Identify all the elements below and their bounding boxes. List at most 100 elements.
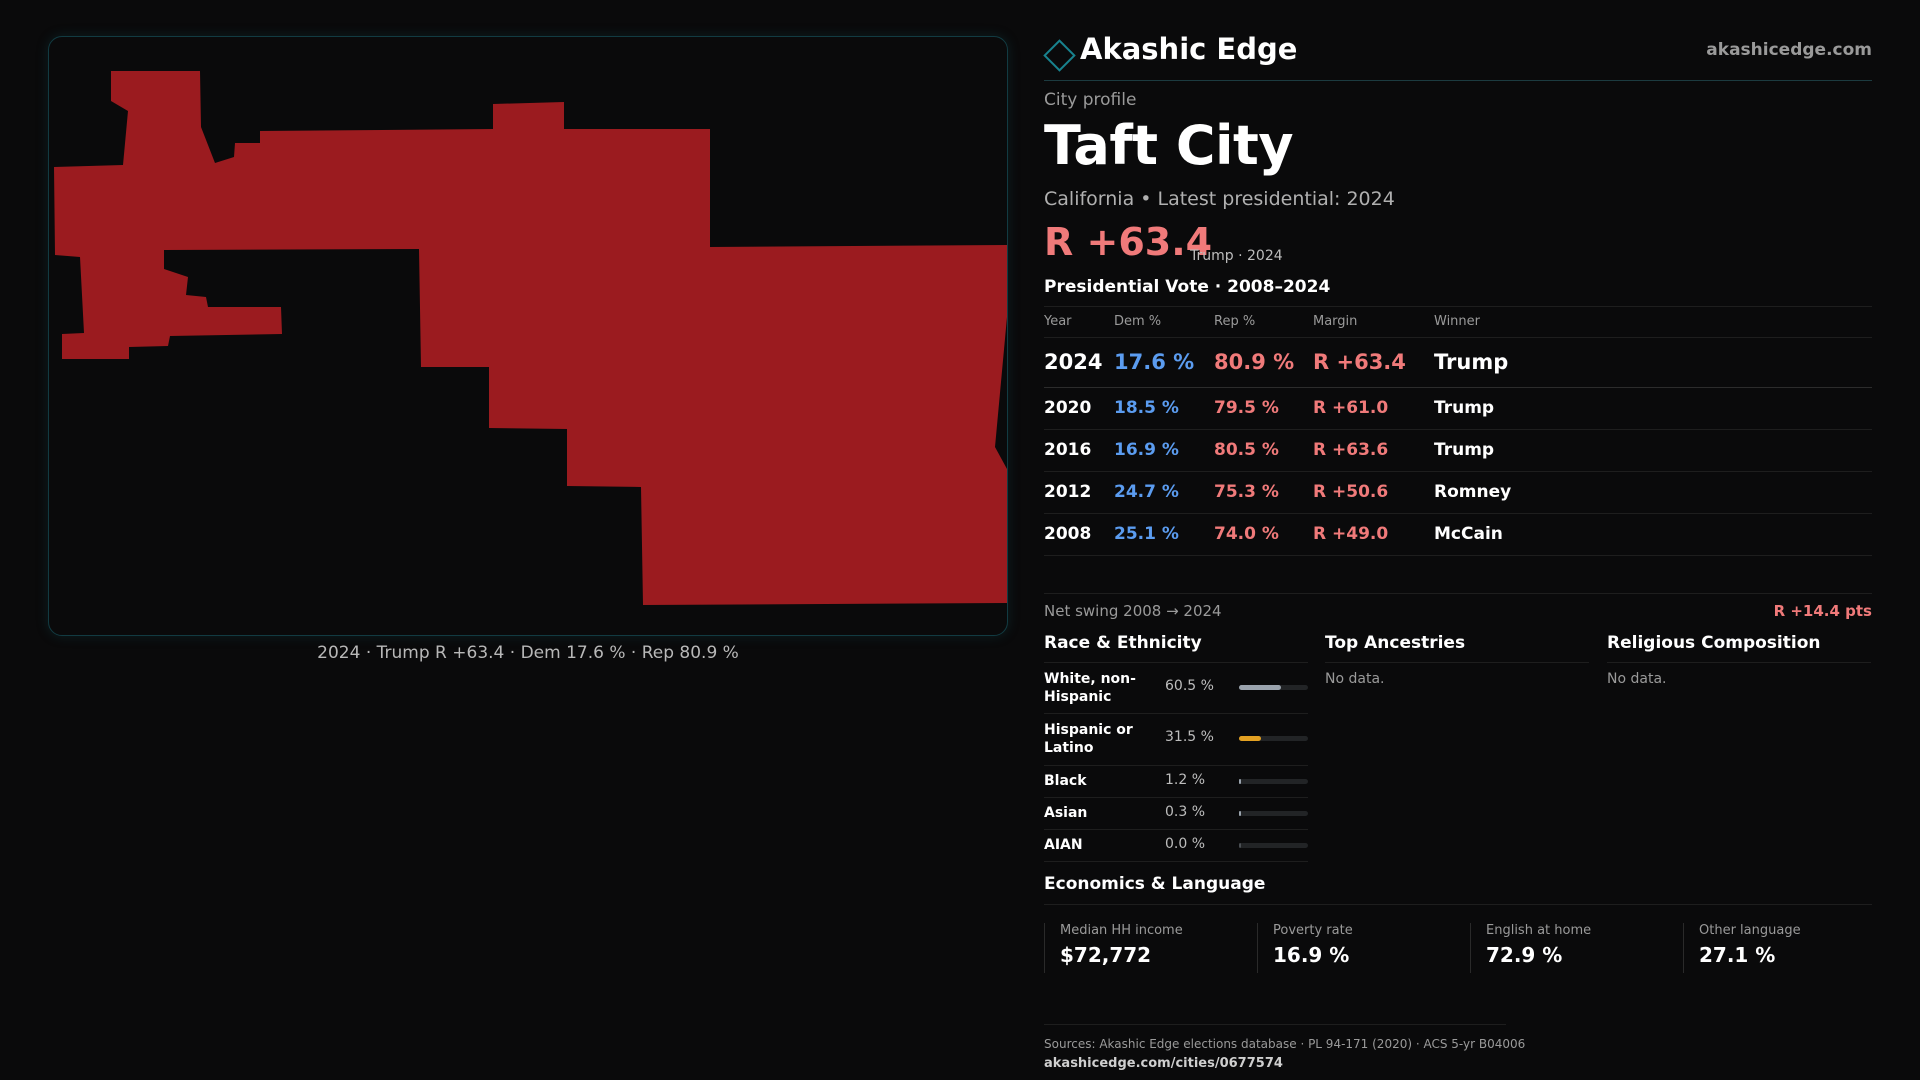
race-row: Black 1.2 % [1044,766,1308,798]
vote-margin: R +63.4 [1313,350,1406,374]
race-row: AIAN 0.0 % [1044,830,1308,862]
brand-header: Akashic Edge akashicedge.com [1043,30,1872,81]
table-row: 2012 24.7 % 75.3 % R +50.6 Romney [1044,472,1872,514]
religion-empty: No data. [1607,671,1667,687]
race-label: Hispanic or Latino [1044,722,1133,756]
race-ethnicity-title: Race & Ethnicity [1044,630,1308,663]
econ-label: Median HH income [1060,923,1183,938]
vote-table: Year Dem % Rep % Margin Winner 2024 17.6… [1044,306,1872,556]
vote-dem-pct: 17.6 % [1114,350,1195,374]
race-row: White, non-Hispanic 60.5 % [1044,663,1308,714]
table-row: 2008 25.1 % 74.0 % R +49.0 McCain [1044,514,1872,556]
race-bar-fill [1239,843,1242,848]
brand-name: Akashic Edge [1080,32,1298,66]
net-swing-label: Net swing 2008 → 2024 [1044,602,1222,620]
econ-label: English at home [1486,923,1592,938]
column-header-rep: Rep % [1214,314,1256,329]
ancestries-title: Top Ancestries [1325,630,1589,663]
diamond-logo-icon [1043,39,1076,72]
vote-rep-pct: 80.5 % [1214,440,1279,460]
vote-winner: Trump [1434,440,1495,460]
city-profile-panel: Akashic Edge akashicedge.com City profil… [1043,30,1872,1071]
vote-winner: Trump [1434,350,1509,374]
econ-card-poverty: Poverty rate 16.9 % [1257,923,1448,973]
race-bar [1239,811,1308,816]
race-bar-fill [1239,811,1242,816]
vote-table-header: Year Dem % Rep % Margin Winner [1044,307,1872,338]
vote-dem-pct: 16.9 % [1114,440,1179,460]
column-header-winner: Winner [1434,314,1481,329]
econ-value: 27.1 % [1699,943,1776,967]
vote-year: 2012 [1044,482,1092,502]
economics-title: Economics & Language [1044,874,1872,905]
sources-text: Sources: Akashic Edge elections database… [1044,1037,1526,1051]
race-ethnicity-section: Race & Ethnicity White, non-Hispanic 60.… [1044,630,1308,862]
table-row: 2020 18.5 % 79.5 % R +61.0 Trump [1044,388,1872,430]
econ-card-english: English at home 72.9 % [1470,923,1661,973]
race-bar [1239,736,1308,741]
ancestries-empty: No data. [1325,671,1385,687]
vote-margin: R +61.0 [1313,398,1389,418]
map-caption: 2024 · Trump R +63.4 · Dem 17.6 % · Rep … [317,643,739,663]
vote-year: 2016 [1044,440,1092,460]
race-label: Asian [1044,805,1088,821]
column-header-year: Year [1044,314,1072,329]
vote-section-title: Presidential Vote · 2008–2024 [1044,277,1331,297]
race-bar [1239,685,1308,690]
race-bar-fill [1239,736,1261,741]
race-pct: 0.0 % [1165,836,1206,852]
race-pct: 60.5 % [1165,678,1214,694]
econ-value: $72,772 [1060,943,1152,967]
econ-label: Other language [1699,923,1801,938]
vote-winner: McCain [1434,524,1503,544]
page-subtitle: California • Latest presidential: 2024 [1044,188,1395,210]
race-label: Black [1044,773,1087,789]
brand-url-link[interactable]: akashicedge.com [1706,40,1872,60]
vote-dem-pct: 24.7 % [1114,482,1179,502]
city-boundary-shape [54,71,1007,605]
religion-title: Religious Composition [1607,630,1871,663]
race-bar [1239,843,1308,848]
econ-value: 72.9 % [1486,943,1563,967]
race-bar [1239,779,1308,784]
race-label: AIAN [1044,837,1083,853]
headline-margin-note: Trump · 2024 [1190,248,1283,264]
race-pct: 31.5 % [1165,729,1214,745]
ancestries-section: Top Ancestries No data. [1325,630,1589,687]
vote-winner: Romney [1434,482,1512,502]
race-bar-fill [1239,779,1242,784]
econ-card-income: Median HH income $72,772 [1044,923,1235,973]
vote-margin: R +63.6 [1313,440,1389,460]
vote-margin: R +50.6 [1313,482,1389,502]
econ-value: 16.9 % [1273,943,1350,967]
city-boundary-map [54,71,1007,605]
page-label: City profile [1044,90,1137,110]
table-row: 2024 17.6 % 80.9 % R +63.4 Trump [1044,338,1872,388]
column-header-margin: Margin [1313,314,1358,329]
table-row: 2016 16.9 % 80.5 % R +63.6 Trump [1044,430,1872,472]
vote-rep-pct: 75.3 % [1214,482,1279,502]
net-swing-value: R +14.4 pts [1773,602,1872,620]
race-label: White, non-Hispanic [1044,671,1136,705]
vote-rep-pct: 80.9 % [1214,350,1295,374]
page-title: Taft City [1044,114,1294,177]
race-row: Hispanic or Latino 31.5 % [1044,714,1308,766]
city-map[interactable] [48,36,1008,636]
vote-dem-pct: 18.5 % [1114,398,1179,418]
race-pct: 1.2 % [1165,772,1206,788]
vote-rep-pct: 74.0 % [1214,524,1279,544]
page-url-link[interactable]: akashicedge.com/cities/0677574 [1044,1056,1283,1071]
vote-winner: Trump [1434,398,1495,418]
econ-card-other-language: Other language 27.1 % [1683,923,1874,973]
vote-rep-pct: 79.5 % [1214,398,1279,418]
sources-footer: Sources: Akashic Edge elections database… [1044,1024,1526,1071]
headline-margin: R +63.4 [1044,220,1213,264]
vote-year: 2020 [1044,398,1092,418]
vote-margin: R +49.0 [1313,524,1389,544]
religion-section: Religious Composition No data. [1607,630,1871,687]
econ-label: Poverty rate [1273,923,1353,938]
column-header-dem: Dem % [1114,314,1162,329]
race-pct: 0.3 % [1165,804,1206,820]
race-row: Asian 0.3 % [1044,798,1308,830]
vote-year: 2024 [1044,350,1103,374]
